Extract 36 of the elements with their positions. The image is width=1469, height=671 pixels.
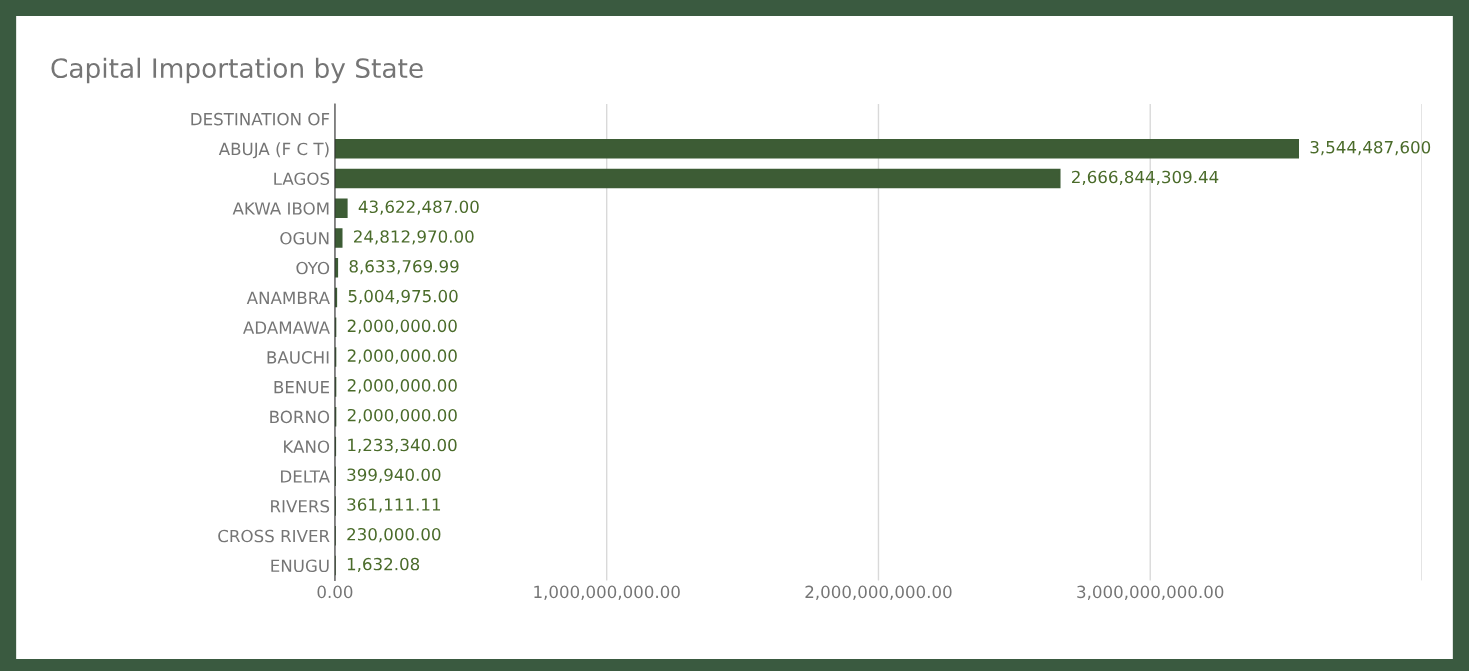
- x-tick-label: 1,000,000,000.00: [534, 585, 680, 600]
- y-tick-label: AKWA IBOM: [232, 202, 329, 215]
- data-label: 399,940.00: [347, 468, 441, 483]
- data-label: 2,000,000.00: [347, 319, 457, 334]
- data-label: 24,812,970.00: [354, 230, 474, 245]
- y-tick-label: BAUCHI: [267, 351, 329, 364]
- y-tick-label: DELTA: [281, 470, 330, 483]
- data-label: 1,632.08: [347, 557, 420, 573]
- data-label: 3,544,487,600: [1310, 140, 1431, 156]
- data-label: 1,233,340.00: [348, 438, 457, 453]
- x-tick-label: 0.00: [317, 585, 353, 599]
- x-tick-label: 3,000,000,000.00: [1077, 585, 1224, 600]
- y-tick-label: ABUJA (F C T): [218, 142, 329, 159]
- y-tick-label: BORNO: [270, 410, 330, 424]
- y-tick-label: LAGOS: [274, 172, 330, 186]
- data-label: 43,622,487.00: [358, 200, 479, 215]
- chart-title: Capital Importation by State: [51, 57, 423, 84]
- data-label: 361,111.11: [347, 498, 441, 513]
- y-tick-label: OGUN: [280, 231, 329, 245]
- y-tick-label: DESTINATION OF: [191, 112, 330, 126]
- y-tick-label: BENUE: [274, 381, 329, 394]
- data-label: 8,633,769.99: [349, 260, 459, 275]
- y-tick-label: RIVERS: [271, 499, 330, 513]
- y-tick-label: CROSS RIVER: [218, 529, 330, 543]
- data-label: 2,000,000.00: [347, 379, 457, 394]
- data-label: 5,004,975.00: [348, 289, 458, 305]
- y-tick-label: ANAMBRA: [246, 291, 330, 304]
- y-tick-label: KANO: [284, 440, 330, 453]
- x-tick-label: 2,000,000,000.00: [805, 585, 952, 600]
- y-tick-label: ADAMAWA: [243, 321, 330, 334]
- data-label: 2,000,000.00: [347, 408, 457, 424]
- y-tick-label: ENUGU: [271, 559, 329, 573]
- data-label: 2,666,844,309.44: [1072, 170, 1219, 185]
- y-tick-label: OYO: [296, 261, 330, 275]
- data-label: 230,000.00: [347, 527, 441, 543]
- data-label: 2,000,000.00: [347, 349, 457, 364]
